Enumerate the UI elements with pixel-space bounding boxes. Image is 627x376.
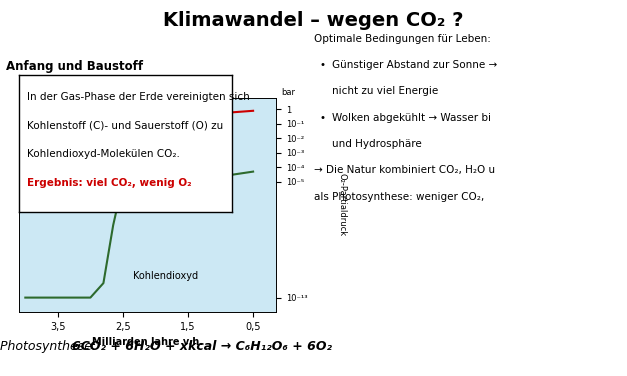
Text: → Die Natur kombiniert CO₂, H₂O u: → Die Natur kombiniert CO₂, H₂O u [314, 165, 495, 176]
Y-axis label: O₂-Partialdruck: O₂-Partialdruck [337, 173, 346, 237]
Text: Sauerstoff: Sauerstoff [34, 196, 78, 205]
Text: nicht zu viel Energie: nicht zu viel Energie [332, 86, 438, 97]
Text: Kohlenstoff (C)- und Sauerstoff (O) zu: Kohlenstoff (C)- und Sauerstoff (O) zu [28, 120, 224, 130]
Text: Optimale Bedingungen für Leben:: Optimale Bedingungen für Leben: [314, 34, 490, 44]
Text: Kohlendioxyd-Molekülen CO₂.: Kohlendioxyd-Molekülen CO₂. [28, 149, 180, 159]
Text: Anfang und Baustoff: Anfang und Baustoff [6, 60, 144, 73]
Text: Klimawandel – wegen CO₂ ?: Klimawandel – wegen CO₂ ? [163, 11, 464, 30]
Text: Kohlendioxyd: Kohlendioxyd [133, 271, 198, 280]
Text: Günstiger Abstand zur Sonne →: Günstiger Abstand zur Sonne → [332, 60, 498, 70]
Text: bar: bar [281, 88, 295, 97]
Text: und Hydrosphäre: und Hydrosphäre [332, 139, 422, 149]
Text: •: • [320, 60, 326, 70]
Text: Photosynthese:: Photosynthese: [0, 340, 100, 353]
Text: Ergebnis: viel CO₂, wenig O₂: Ergebnis: viel CO₂, wenig O₂ [28, 178, 192, 188]
Text: als Photosynthese: weniger CO₂,: als Photosynthese: weniger CO₂, [314, 192, 484, 202]
X-axis label: Milliarden Jahre v.h.: Milliarden Jahre v.h. [92, 337, 203, 347]
Text: 6CO₂ + 6H₂O + xkcal → C₆H₁₂O₆ + 6O₂: 6CO₂ + 6H₂O + xkcal → C₆H₁₂O₆ + 6O₂ [72, 340, 332, 353]
Text: Wolken abgekühlt → Wasser bi: Wolken abgekühlt → Wasser bi [332, 113, 492, 123]
Text: In der Gas-Phase der Erde vereinigten sich: In der Gas-Phase der Erde vereinigten si… [28, 92, 250, 102]
Text: •: • [320, 113, 326, 123]
